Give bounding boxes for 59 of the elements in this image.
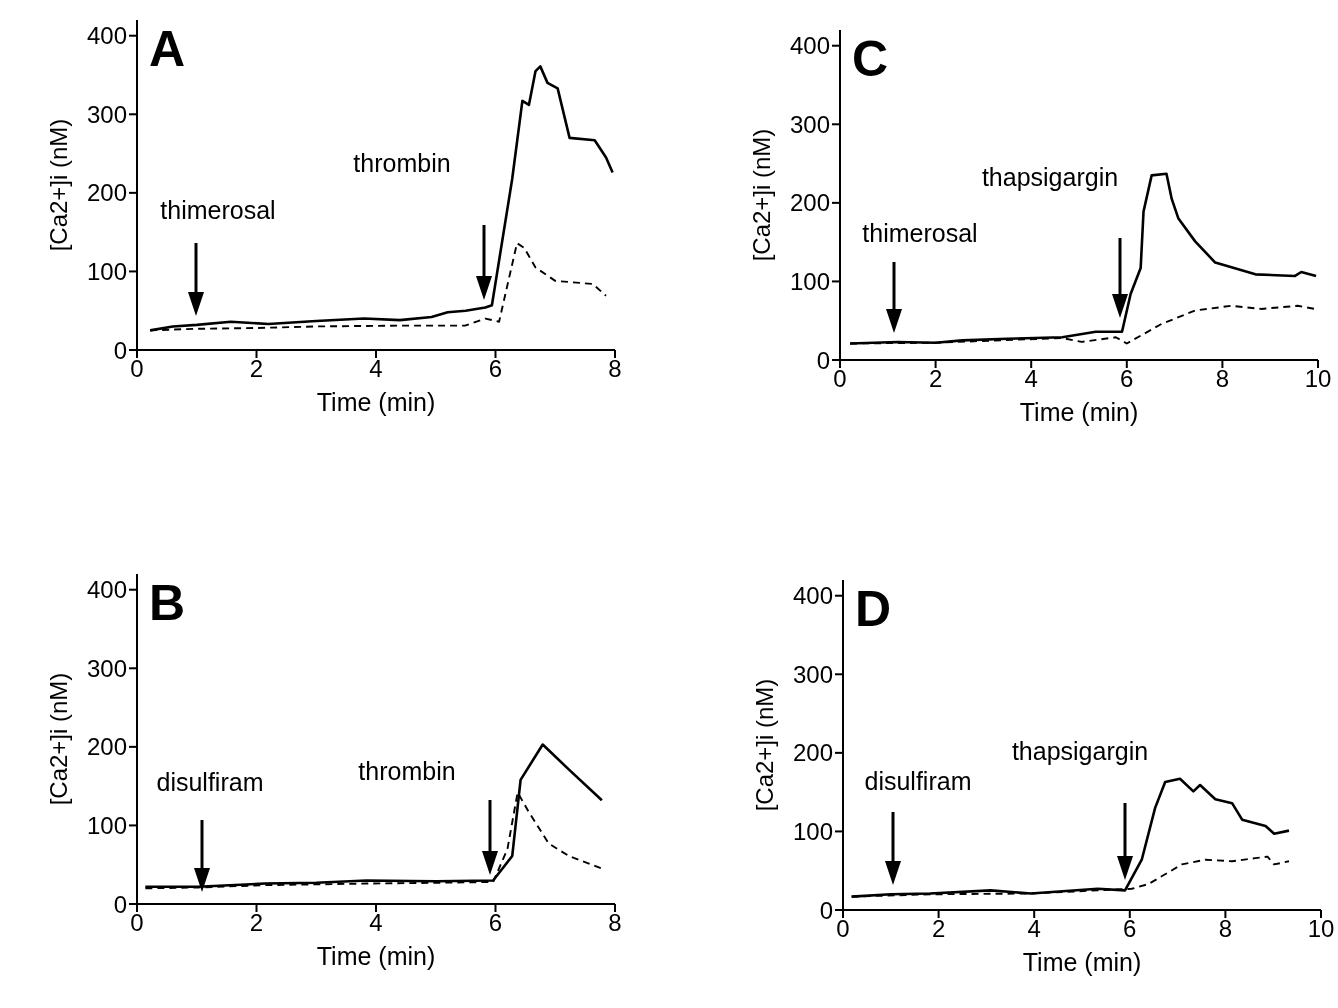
annotation: thrombin — [352, 148, 452, 178]
x-tick-label: 0 — [130, 355, 144, 383]
annotation: thimerosal — [160, 196, 276, 224]
x-tick-label: 8 — [608, 355, 622, 383]
y-axis-title: [Ca2+]i (nM) — [45, 671, 73, 808]
x-axis-title: Time (min) — [315, 388, 437, 417]
y-axis-title: [Ca2+]i (nM) — [751, 677, 779, 814]
y-axis-title: [Ca2+]i (nM) — [45, 117, 73, 254]
y-tick-label: 0 — [113, 336, 127, 364]
y-tick-label: 100 — [789, 267, 830, 295]
y-tick-label: 400 — [86, 576, 127, 604]
x-tick-label: 8 — [1215, 365, 1230, 393]
x-tick-label: 10 — [1307, 915, 1335, 943]
annotation: thapsigargin — [980, 162, 1120, 192]
y-tick-label: 0 — [113, 890, 127, 918]
y-tick-label: 400 — [86, 22, 127, 50]
y-tick-label: 200 — [789, 189, 830, 217]
x-tick-label: 6 — [488, 355, 503, 383]
y-tick-label: 300 — [789, 110, 830, 138]
y-tick-label: 100 — [86, 811, 127, 839]
x-tick-label: 4 — [369, 355, 383, 383]
y-tick-label: 300 — [86, 654, 127, 682]
y-tick-label: 100 — [86, 257, 127, 285]
y-tick-label: 400 — [792, 582, 833, 610]
x-tick-label: 0 — [130, 909, 144, 937]
x-tick-label: 2 — [249, 355, 264, 383]
x-tick-label: 2 — [249, 909, 264, 937]
x-axis-title: Time (min) — [315, 942, 437, 971]
x-tick-label: 4 — [1024, 365, 1038, 393]
chart-title: B — [149, 575, 186, 631]
x-tick-label: 8 — [1218, 915, 1233, 943]
x-tick-label: 4 — [369, 909, 383, 937]
annotation: disulfiram — [863, 766, 973, 796]
x-tick-label: 6 — [488, 909, 503, 937]
x-tick-label: 2 — [931, 915, 946, 943]
y-tick-label: 200 — [86, 179, 127, 207]
x-tick-label: 6 — [1123, 915, 1137, 943]
annotation: thrombin — [357, 756, 457, 786]
y-tick-label: 300 — [86, 100, 127, 128]
x-axis-title: Time (min) — [1021, 948, 1143, 977]
x-axis-title: Time (min) — [1018, 398, 1140, 427]
y-tick-label: 200 — [792, 739, 833, 767]
x-tick-label: 10 — [1304, 365, 1332, 393]
x-tick-label: 4 — [1027, 915, 1041, 943]
y-axis-title: [Ca2+]i (nM) — [748, 127, 776, 264]
y-tick-label: 400 — [789, 32, 830, 60]
chart-title: D — [855, 581, 892, 637]
x-tick-label: 0 — [836, 915, 850, 943]
annotation: thapsigargin — [1010, 736, 1150, 766]
x-tick-label: 8 — [608, 909, 622, 937]
y-tick-label: 200 — [86, 733, 127, 761]
x-tick-label: 2 — [928, 365, 943, 393]
annotation: thimerosal — [861, 218, 979, 248]
y-tick-label: 100 — [792, 817, 833, 845]
chart-title: C — [852, 31, 889, 87]
y-tick-label: 300 — [792, 660, 833, 688]
chart-title: A — [149, 21, 186, 77]
annotation: disulfiram — [155, 767, 265, 797]
x-tick-label: 6 — [1120, 365, 1134, 393]
